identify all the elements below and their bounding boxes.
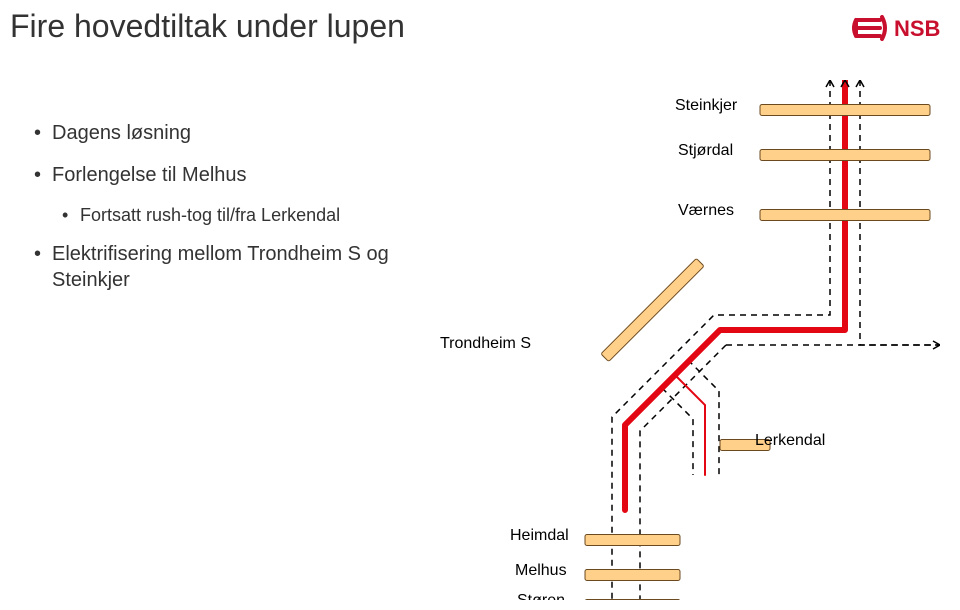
rail-diagram: Steinkjer Stjørdal Værnes Trondheim S Lerken…: [430, 80, 940, 600]
logo-text: NSB: [894, 16, 940, 41]
station-label-heimdal: Heimdal: [510, 527, 569, 544]
bullet-item: Elektrifisering mellom Trondheim S og St…: [30, 241, 410, 293]
station-label-melhus: Melhus: [515, 562, 567, 579]
bullet-item: Forlengelse til Melhus: [30, 162, 410, 188]
bullet-item: Fortsatt rush-tog til/fra Lerkendal: [58, 204, 410, 227]
bullet-list: Dagens løsning Forlengelse til Melhus Fort…: [30, 120, 410, 309]
station-label-stjordal: Stjørdal: [678, 142, 733, 159]
station-label-vaernes: Værnes: [678, 202, 734, 219]
nsb-logo: NSB: [850, 8, 940, 53]
station-label-trondheim_s: Trondheim S: [440, 335, 531, 352]
station-label-storen: Støren: [517, 592, 565, 600]
bullet-item: Dagens løsning: [30, 120, 410, 146]
station-label-steinkjer: Steinkjer: [675, 97, 738, 114]
station-label-lerkendal: Lerkendal: [755, 432, 825, 449]
page-title: Fire hovedtiltak under lupen: [10, 8, 405, 45]
